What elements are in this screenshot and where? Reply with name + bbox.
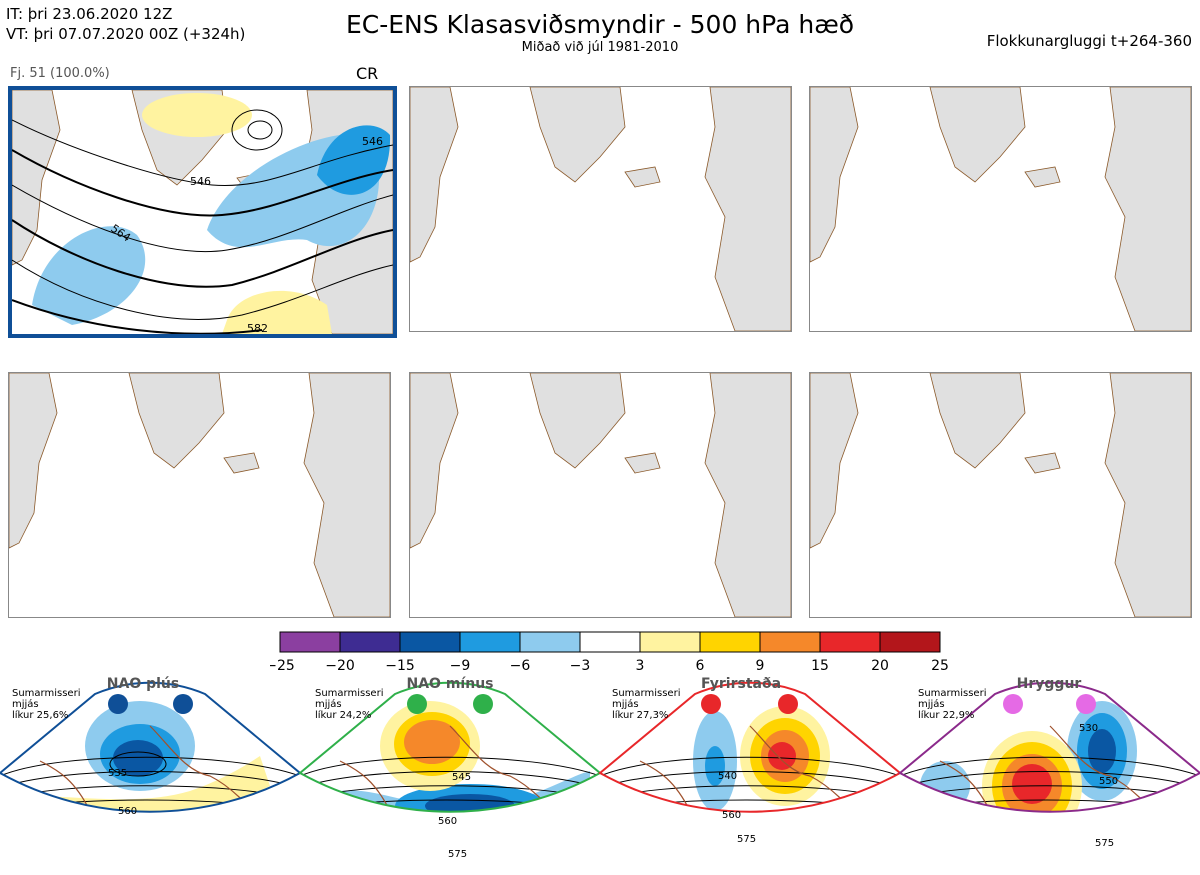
colorbar-tick-label: 3	[636, 658, 645, 674]
map-background	[810, 87, 1191, 331]
colorbar: −25 −20 −15 −9 −6 −3 3 6 9 15 20 25	[270, 631, 949, 674]
regime-title: Fyrirstaða	[700, 676, 782, 692]
colorbar-bin	[519, 631, 581, 653]
map-panel-5[interactable]	[409, 372, 792, 618]
map-panel-1[interactable]: 546 564 546 582	[8, 86, 397, 338]
map-background	[9, 373, 390, 617]
regime-info: Sumarmisseri mjjás líkur 22,9%	[918, 688, 987, 721]
regime-frame	[598, 681, 902, 813]
contour-label: 530	[1079, 723, 1098, 734]
colorbar-tick-label: 15	[811, 658, 829, 674]
contour-label: 575	[737, 834, 756, 845]
page-subtitle: Miðað við júl 1981-2010	[521, 40, 679, 55]
map-panel-3[interactable]	[809, 86, 1192, 332]
regime-title: NAO mínus	[406, 676, 494, 692]
anomaly-fills	[32, 93, 391, 334]
regime-dot	[778, 694, 798, 714]
contour-label: 546	[362, 135, 383, 148]
regime-info: Sumarmisseri mjjás líkur 24,2%	[315, 688, 384, 721]
regime-dot	[173, 694, 193, 714]
regime-dot	[701, 694, 721, 714]
panel-member-label: Fj. 51 (100.0%)	[10, 66, 110, 81]
contour-label: 560	[438, 816, 457, 827]
map-panel-4[interactable]	[8, 372, 391, 618]
contour-label: 575	[448, 849, 467, 860]
regime-dot	[407, 694, 427, 714]
height-contours	[12, 109, 393, 334]
regime-map-nao-plus	[0, 701, 300, 812]
map-background	[410, 87, 791, 331]
colorbar-tick-label: 6	[696, 658, 705, 674]
contour-label: 535	[108, 768, 127, 779]
colorbar-bin	[639, 631, 701, 653]
colorbar-bin	[759, 631, 821, 653]
contour-label: 575	[1095, 838, 1114, 849]
page-title: EC-ENS Klasasviðsmyndir - 500 hPa hæð	[345, 10, 855, 39]
regime-info: Sumarmisseri mjjás líkur 25,6%	[12, 688, 81, 721]
colorbar-tick-label: 9	[756, 658, 765, 674]
colorbar-bin	[699, 631, 761, 653]
colorbar-tick-label: 25	[931, 658, 949, 674]
regime-frame	[298, 681, 602, 813]
regime-dot	[108, 694, 128, 714]
contour-label: 582	[247, 322, 268, 334]
map-background	[810, 373, 1191, 617]
colorbar-tick-label: −6	[510, 658, 531, 674]
regime-title: NAO plús	[106, 676, 180, 692]
contour-label: 550	[1099, 776, 1118, 787]
regime-map-blocking	[600, 706, 900, 812]
contour-label: 540	[718, 771, 737, 782]
vt-line: VT: þri 07.07.2020 00Z (+324h)	[6, 25, 246, 43]
contour-label: 545	[452, 772, 471, 783]
contour-label: 560	[722, 810, 741, 821]
regime-map-ridge	[900, 701, 1200, 812]
regime-dot	[473, 694, 493, 714]
colorbar-bin	[279, 631, 341, 653]
colorbar-tick-label: −9	[450, 658, 471, 674]
colorbar-bin	[459, 631, 521, 653]
regime-title: Hryggur	[1016, 676, 1082, 692]
contour-label: 546	[190, 175, 211, 188]
colorbar-bin	[339, 631, 401, 653]
panel-code: CR	[356, 64, 379, 83]
colorbar-bin	[819, 631, 881, 653]
regime-dot	[1076, 694, 1096, 714]
colorbar-tick-label: −25	[270, 658, 295, 674]
map-background	[410, 373, 791, 617]
colorbar-bin	[399, 631, 461, 653]
colorbar-tick-label: −20	[325, 658, 355, 674]
regime-dot	[1003, 694, 1023, 714]
colorbar-tick-label: −15	[385, 658, 415, 674]
colorbar-bin	[579, 631, 641, 653]
regime-map-nao-minus	[300, 701, 600, 812]
classification-window: Flokkunargluggi t+264-360	[986, 32, 1192, 50]
header-dates: IT: þri 23.06.2020 12Z VT: þri 07.07.202…	[6, 4, 245, 44]
map-panel-6[interactable]	[809, 372, 1192, 618]
it-line: IT: þri 23.06.2020 12Z	[6, 5, 173, 23]
contour-label: 560	[118, 806, 137, 817]
regime-info: Sumarmisseri mjjás líkur 27,3%	[612, 688, 681, 721]
map-panel-2[interactable]	[409, 86, 792, 332]
colorbar-tick-label: −3	[570, 658, 591, 674]
regime-frame	[0, 681, 302, 813]
colorbar-tick-label: 20	[871, 658, 889, 674]
regime-strip: 535 560 545 560 575	[0, 676, 1200, 871]
regime-frame	[898, 681, 1200, 813]
colorbar-bin	[879, 631, 941, 653]
